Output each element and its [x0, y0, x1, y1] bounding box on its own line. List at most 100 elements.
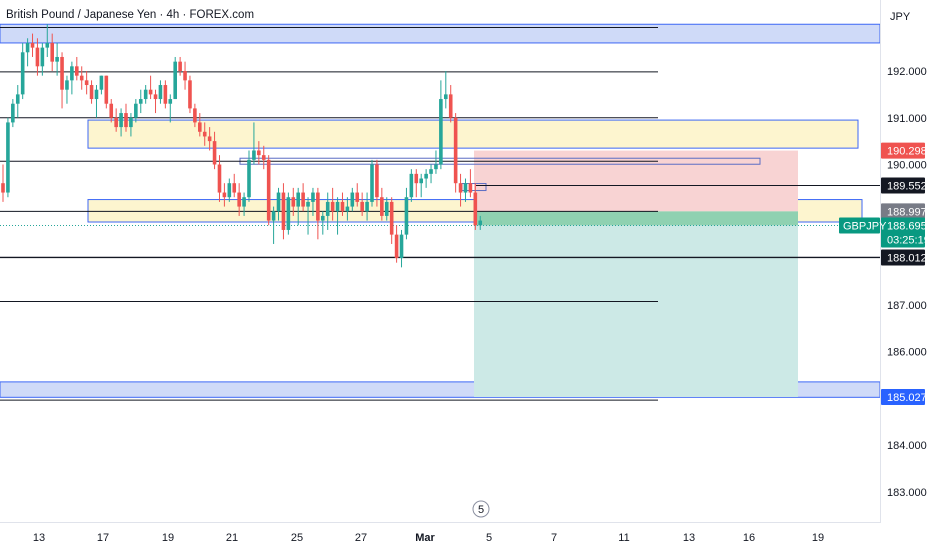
candle-body[interactable]: [84, 80, 89, 86]
candle-body[interactable]: [202, 131, 207, 137]
candle-body[interactable]: [104, 75, 109, 104]
candle-body[interactable]: [311, 192, 315, 202]
candle-body[interactable]: [207, 136, 212, 142]
candle-body[interactable]: [473, 192, 478, 226]
candle-body[interactable]: [424, 173, 428, 179]
candle-body[interactable]: [168, 99, 173, 104]
candle-body[interactable]: [429, 169, 433, 174]
stop-loss-zone[interactable]: [474, 150, 798, 212]
candle-body[interactable]: [193, 108, 197, 123]
candle-body[interactable]: [419, 178, 423, 184]
candle-body[interactable]: [109, 103, 114, 118]
candle-body[interactable]: [340, 201, 345, 212]
candle-body[interactable]: [134, 103, 138, 118]
candle-body[interactable]: [296, 192, 300, 207]
event-marker-icon[interactable]: [472, 500, 490, 518]
candle-body[interactable]: [448, 94, 453, 118]
candle-body[interactable]: [1, 183, 5, 193]
candle-body[interactable]: [414, 173, 419, 184]
candle-body[interactable]: [124, 113, 128, 128]
candle-body[interactable]: [360, 201, 364, 212]
candle-body[interactable]: [345, 206, 350, 212]
candle-body[interactable]: [365, 201, 369, 212]
candle-body[interactable]: [40, 47, 45, 67]
candle-body[interactable]: [389, 201, 394, 235]
candle-body[interactable]: [434, 164, 438, 170]
candle-body[interactable]: [217, 164, 222, 193]
candle-body[interactable]: [375, 164, 379, 198]
candle-body[interactable]: [15, 94, 20, 104]
candle-body[interactable]: [6, 122, 10, 193]
candle-body[interactable]: [252, 150, 256, 160]
candle-body[interactable]: [335, 201, 340, 212]
candle-body[interactable]: [261, 155, 266, 160]
candle-body[interactable]: [453, 117, 458, 184]
candle-body[interactable]: [306, 201, 310, 207]
candle-body[interactable]: [316, 192, 320, 221]
candle-body[interactable]: [463, 183, 468, 193]
candle-body[interactable]: [183, 71, 187, 81]
candle-body[interactable]: [173, 61, 177, 100]
candle-body[interactable]: [257, 150, 261, 156]
candle-body[interactable]: [212, 141, 217, 165]
candle-body[interactable]: [55, 56, 59, 62]
candle-body[interactable]: [148, 89, 153, 95]
candle-body[interactable]: [75, 66, 79, 76]
candle-body[interactable]: [281, 192, 286, 230]
candle-body[interactable]: [50, 42, 54, 62]
candle-body[interactable]: [404, 197, 409, 235]
candle-body[interactable]: [35, 47, 40, 67]
candle-body[interactable]: [30, 42, 35, 48]
candle-body[interactable]: [20, 52, 25, 95]
candle-body[interactable]: [227, 183, 232, 198]
candle-body[interactable]: [129, 117, 133, 128]
candle-body[interactable]: [198, 122, 202, 132]
candle-body[interactable]: [60, 56, 64, 90]
candle-body[interactable]: [291, 197, 296, 207]
candle-body[interactable]: [114, 117, 118, 128]
candle-body[interactable]: [153, 94, 158, 100]
candle-body[interactable]: [119, 113, 123, 128]
candle-body[interactable]: [79, 75, 84, 81]
candle-body[interactable]: [178, 61, 182, 71]
candle-body[interactable]: [370, 164, 374, 202]
candle-body[interactable]: [138, 99, 143, 104]
candle-body[interactable]: [163, 85, 168, 104]
candle-body[interactable]: [325, 201, 330, 216]
candle-body[interactable]: [65, 80, 69, 90]
candle-body[interactable]: [458, 183, 463, 193]
candle-body[interactable]: [321, 215, 325, 221]
candle-body[interactable]: [478, 220, 483, 226]
candle-body[interactable]: [271, 211, 276, 221]
take-profit-zone[interactable]: [474, 211, 798, 397]
candle-body[interactable]: [232, 183, 237, 193]
candle-body[interactable]: [247, 159, 251, 198]
candle-body[interactable]: [350, 192, 355, 207]
candle-body[interactable]: [330, 201, 335, 212]
candle-body[interactable]: [188, 80, 192, 109]
candle-body[interactable]: [266, 159, 271, 221]
candle-body[interactable]: [276, 192, 281, 212]
candle-body[interactable]: [384, 201, 389, 216]
candle-body[interactable]: [45, 42, 50, 48]
candle-body[interactable]: [394, 234, 399, 258]
candle-body[interactable]: [439, 99, 443, 165]
candle-body[interactable]: [70, 66, 74, 81]
candle-body[interactable]: [25, 42, 30, 53]
candle-body[interactable]: [468, 183, 473, 193]
candle-body[interactable]: [301, 192, 305, 207]
candle-body[interactable]: [286, 197, 291, 230]
candle-body[interactable]: [222, 192, 227, 198]
candle-body[interactable]: [158, 85, 163, 100]
candle-body[interactable]: [89, 85, 94, 100]
candle-body[interactable]: [94, 89, 99, 100]
candle-body[interactable]: [143, 89, 148, 100]
candle-body[interactable]: [380, 197, 384, 216]
candle-body[interactable]: [399, 234, 404, 258]
candle-body[interactable]: [444, 94, 448, 100]
candle-body[interactable]: [242, 197, 246, 207]
candle-body[interactable]: [237, 192, 241, 207]
candle-body[interactable]: [11, 103, 15, 123]
candle-body[interactable]: [355, 192, 360, 202]
